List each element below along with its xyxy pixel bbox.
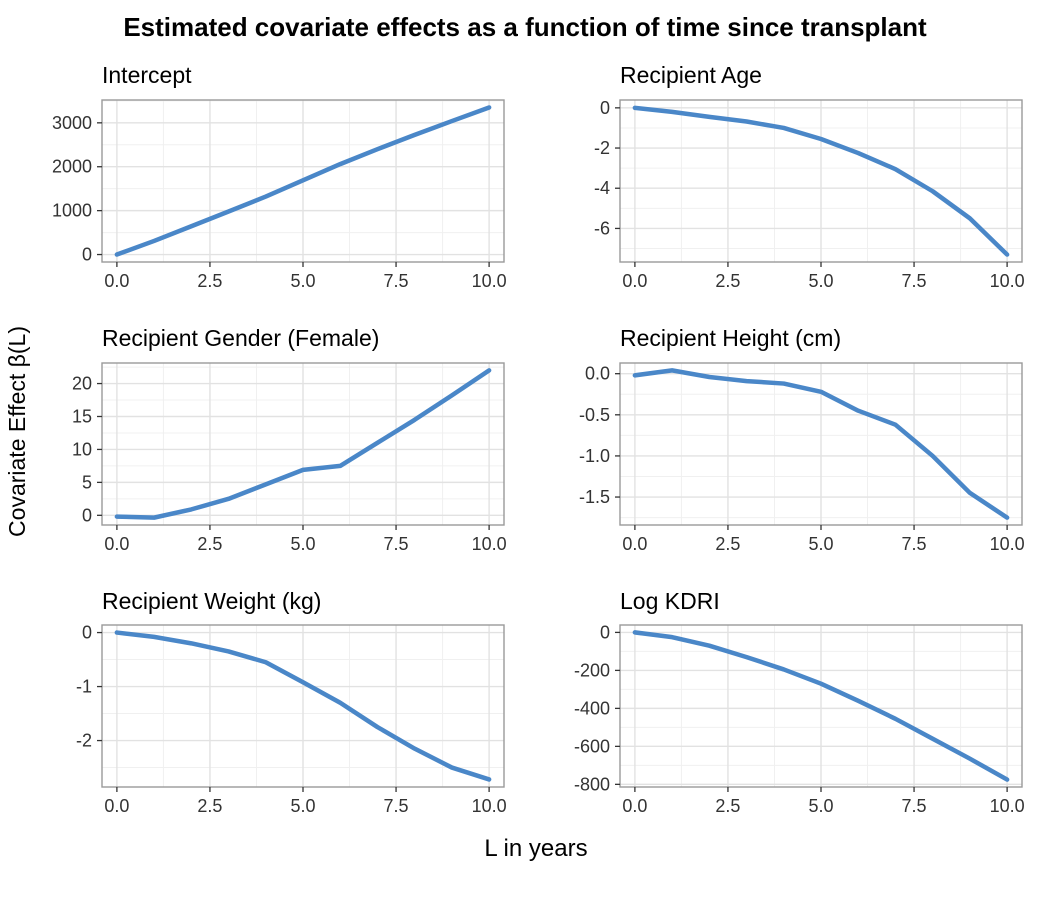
svg-text:-1.5: -1.5 xyxy=(579,487,610,507)
svg-text:5.0: 5.0 xyxy=(808,271,833,291)
svg-text:-2: -2 xyxy=(594,138,610,158)
svg-text:0.0: 0.0 xyxy=(104,796,129,816)
svg-text:20: 20 xyxy=(72,373,92,393)
svg-text:5.0: 5.0 xyxy=(808,534,833,554)
chart-intercept: 0.0 2.5 5.0 7.5 10.0 0 1000 2000 3000 xyxy=(52,99,507,291)
svg-text:0.0: 0.0 xyxy=(104,271,129,291)
svg-text:5: 5 xyxy=(82,472,92,492)
svg-text:0.0: 0.0 xyxy=(622,271,647,291)
svg-text:2.5: 2.5 xyxy=(197,534,222,554)
svg-text:5.0: 5.0 xyxy=(290,796,315,816)
panel-title-recipient-age: Recipient Age xyxy=(620,62,762,88)
svg-text:10.0: 10.0 xyxy=(472,271,507,291)
charts-area: Covariate Effect β(L) Intercept 0.0 2.5 5.… xyxy=(0,61,1050,863)
svg-text:2.5: 2.5 xyxy=(715,271,740,291)
svg-text:0: 0 xyxy=(82,623,92,643)
svg-text:7.5: 7.5 xyxy=(384,271,409,291)
svg-text:-4: -4 xyxy=(594,178,610,198)
y-axis-label: Covariate Effect β(L) xyxy=(4,325,30,537)
panel-recipient-weight: Recipient Weight (kg) 0.0 2.5 5.0 7.5 10.0 0 -… xyxy=(42,587,512,826)
chart-recipient-height: 0.0 2.5 5.0 7.5 10.0 0.0 -0.5 -1.0 -1.5 xyxy=(579,361,1025,554)
panel-title-recipient-height: Recipient Height (cm) xyxy=(620,324,842,351)
chart-recipient-gender: 0.0 2.5 5.0 7.5 10.0 0 5 10 15 20 xyxy=(72,361,507,554)
svg-text:7.5: 7.5 xyxy=(384,534,409,554)
svg-text:-1.0: -1.0 xyxy=(579,445,610,465)
svg-text:0: 0 xyxy=(600,98,610,118)
svg-text:-400: -400 xyxy=(574,699,610,719)
svg-text:10.0: 10.0 xyxy=(990,271,1025,291)
chart-log-kdri: 0.0 2.5 5.0 7.5 10.0 0 -200 -400 -600 -800 xyxy=(574,623,1025,817)
svg-text:1000: 1000 xyxy=(52,200,92,220)
svg-text:7.5: 7.5 xyxy=(902,534,927,554)
svg-text:0.0: 0.0 xyxy=(585,363,610,383)
svg-text:0.0: 0.0 xyxy=(104,534,129,554)
svg-text:-0.5: -0.5 xyxy=(579,404,610,424)
chart-recipient-age: 0.0 2.5 5.0 7.5 10.0 0 -2 -4 -6 xyxy=(594,98,1025,291)
panel-title-recipient-weight: Recipient Weight (kg) xyxy=(102,587,322,614)
svg-text:7.5: 7.5 xyxy=(384,796,409,816)
svg-text:-600: -600 xyxy=(574,737,610,757)
svg-text:10.0: 10.0 xyxy=(990,534,1025,554)
x-axis-label: L in years xyxy=(484,835,588,863)
svg-text:2.5: 2.5 xyxy=(197,271,222,291)
svg-text:-1: -1 xyxy=(76,677,92,697)
panel-intercept: Intercept 0.0 2.5 5.0 7.5 10.0 0 1000 2000 3000 xyxy=(42,61,512,300)
svg-text:0: 0 xyxy=(82,244,92,264)
panel-recipient-height: Recipient Height (cm) 0.0 2.5 5.0 7.5 10.0 0.… xyxy=(560,324,1030,563)
panel-title-recipient-gender: Recipient Gender (Female) xyxy=(102,324,380,351)
panel-title-log-kdri: Log KDRI xyxy=(620,587,720,614)
svg-text:10.0: 10.0 xyxy=(472,796,507,816)
svg-text:-800: -800 xyxy=(574,775,610,795)
svg-text:5.0: 5.0 xyxy=(290,534,315,554)
svg-text:2000: 2000 xyxy=(52,156,92,176)
panel-recipient-age: Recipient Age 0.0 2.5 5.0 7.5 10.0 0 -2 -4 -6 xyxy=(560,61,1030,300)
svg-text:10.0: 10.0 xyxy=(472,534,507,554)
svg-text:0: 0 xyxy=(82,505,92,525)
panel-log-kdri: Log KDRI 0.0 2.5 5.0 7.5 10.0 0 -200 -400 -600 -8… xyxy=(560,587,1030,826)
svg-text:15: 15 xyxy=(72,406,92,426)
chart-recipient-weight: 0.0 2.5 5.0 7.5 10.0 0 -1 -2 xyxy=(76,623,507,816)
panel-recipient-gender: Recipient Gender (Female) 0.0 2.5 5.0 7.5 10… xyxy=(42,324,512,563)
svg-text:3000: 3000 xyxy=(52,113,92,133)
svg-text:7.5: 7.5 xyxy=(902,796,927,816)
y-axis-label-container: Covariate Effect β(L) xyxy=(4,61,31,801)
panel-title-intercept: Intercept xyxy=(102,62,192,88)
svg-text:10: 10 xyxy=(72,439,92,459)
svg-text:0.0: 0.0 xyxy=(622,796,647,816)
svg-text:0: 0 xyxy=(600,623,610,643)
svg-text:-200: -200 xyxy=(574,661,610,681)
svg-text:2.5: 2.5 xyxy=(715,534,740,554)
svg-text:10.0: 10.0 xyxy=(990,796,1025,816)
charts-grid: Intercept 0.0 2.5 5.0 7.5 10.0 0 1000 2000 3000 … xyxy=(42,61,1050,825)
figure-title: Estimated covariate effects as a functio… xyxy=(123,12,927,42)
svg-text:-6: -6 xyxy=(594,218,610,238)
svg-text:5.0: 5.0 xyxy=(290,271,315,291)
svg-text:-2: -2 xyxy=(76,731,92,751)
svg-text:2.5: 2.5 xyxy=(715,796,740,816)
svg-text:5.0: 5.0 xyxy=(808,796,833,816)
svg-text:2.5: 2.5 xyxy=(197,796,222,816)
svg-text:7.5: 7.5 xyxy=(902,271,927,291)
svg-text:0.0: 0.0 xyxy=(622,534,647,554)
